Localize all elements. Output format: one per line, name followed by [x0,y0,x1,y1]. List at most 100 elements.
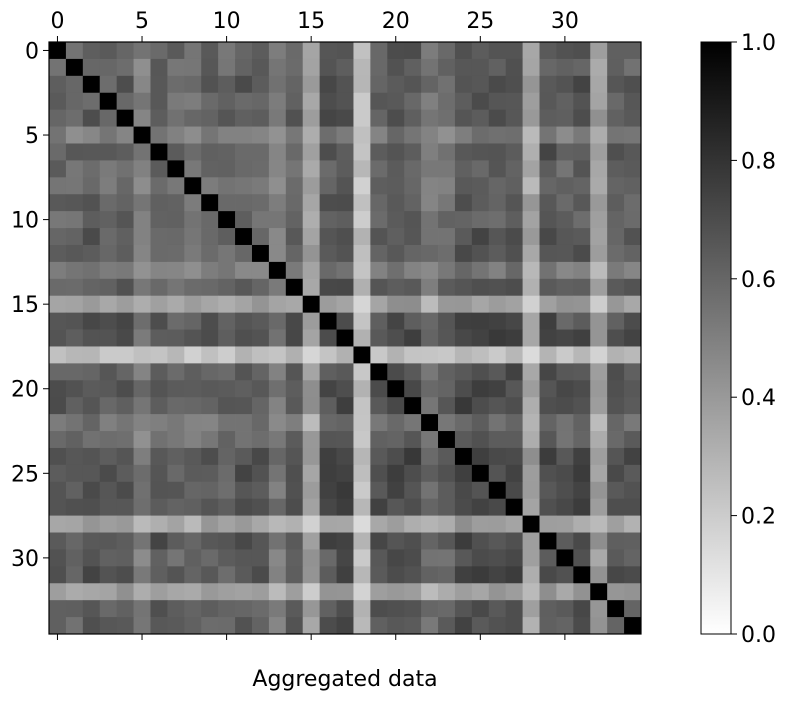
heatmap-cell [624,177,642,195]
heatmap-cell [438,42,456,60]
heatmap-cell [573,414,591,432]
heatmap-cell [167,228,185,246]
heatmap-cell [336,329,354,347]
heatmap-cell [607,515,625,533]
heatmap-cell [218,312,236,330]
heatmap-cell [302,42,321,60]
heatmap-cell [522,143,540,161]
heatmap-cell [133,498,151,516]
heatmap-cell [624,397,642,415]
heatmap-cell [370,329,388,347]
heatmap-cell [201,312,219,330]
heatmap-cell [556,329,574,347]
heatmap-cell [573,346,591,364]
heatmap-cell [184,143,202,161]
heatmap-cell [421,583,439,601]
heatmap-cell [82,431,101,449]
heatmap-cell [387,549,405,567]
heatmap-cell [251,194,270,212]
heatmap-cell [624,261,642,280]
heatmap-cell [488,109,507,127]
heatmap-cell [201,177,219,195]
heatmap-cell [285,143,304,161]
heatmap-cell [404,617,422,635]
heatmap-cell [251,481,270,500]
heatmap-cell [218,58,236,77]
heatmap-cell [505,532,523,550]
heatmap-cell [116,126,134,144]
heatmap-cell [454,549,473,567]
heatmap-cell [607,600,625,618]
heatmap-cell [607,549,625,567]
heatmap-cell [218,481,236,500]
heatmap-cell [454,160,473,178]
heatmap-cell [82,481,101,500]
heatmap-cell [302,92,321,111]
heatmap-cell [116,92,134,111]
heatmap-cell [590,363,608,381]
heatmap-cell [607,566,625,584]
heatmap-cell [539,177,557,195]
heatmap-cell [471,431,490,449]
heatmap-cell [150,583,168,601]
heatmap-cell [488,228,507,246]
heatmap-cell [65,75,84,94]
heatmap-cell [285,58,304,77]
heatmap-cell [590,447,608,466]
heatmap-cell [285,431,304,449]
heatmap-cell [454,228,473,246]
heatmap-cell [438,380,456,398]
heatmap-cell [404,295,422,314]
heatmap-cell [319,109,337,127]
heatmap-cell [150,278,168,297]
heatmap-cell [438,481,456,500]
heatmap-cell [218,244,236,263]
heatmap-cell [218,329,236,347]
heatmap-cell [235,75,253,94]
heatmap-cell [573,109,591,127]
heatmap-cell [590,346,608,364]
heatmap-cell [268,431,287,449]
heatmap-cell [201,583,219,601]
heatmap-cell [319,160,337,178]
heatmap-cell [133,431,151,449]
heatmap-cell [556,498,574,516]
heatmap-cell [201,532,219,550]
heatmap-cell [65,397,84,415]
heatmap-cell [302,109,321,127]
heatmap-cell [454,211,473,229]
heatmap-cell [65,92,84,111]
heatmap-cell [82,617,101,635]
heatmap-cell [133,515,151,533]
heatmap-cell [353,431,371,449]
heatmap-cell [336,380,354,398]
heatmap-cell [573,431,591,449]
heatmap-cell [285,312,304,330]
heatmap-cell [488,600,507,618]
heatmap-cell [404,109,422,127]
heatmap-cell [404,92,422,111]
heatmap-cell [49,295,67,314]
heatmap-cell [235,244,253,263]
heatmap-cell [302,617,321,635]
heatmap-cell [65,211,84,229]
heatmap-cell [454,566,473,584]
heatmap-cell [370,211,388,229]
heatmap-cell [65,244,84,263]
heatmap-cell [488,143,507,161]
heatmap-cell [421,464,439,483]
heatmap-cell [65,481,84,500]
heatmap-cell [82,160,101,178]
heatmap-cell [235,194,253,212]
heatmap-cell [167,295,185,314]
heatmap-cell [302,481,321,500]
heatmap-cell [454,75,473,94]
heatmap-cell [133,329,151,347]
heatmap-cell [285,566,304,584]
heatmap-cell [235,431,253,449]
heatmap-cell [353,177,371,195]
heatmap-cell [302,58,321,77]
heatmap-cell [522,532,540,550]
heatmap-cell [488,58,507,77]
heatmap-cell [65,329,84,347]
